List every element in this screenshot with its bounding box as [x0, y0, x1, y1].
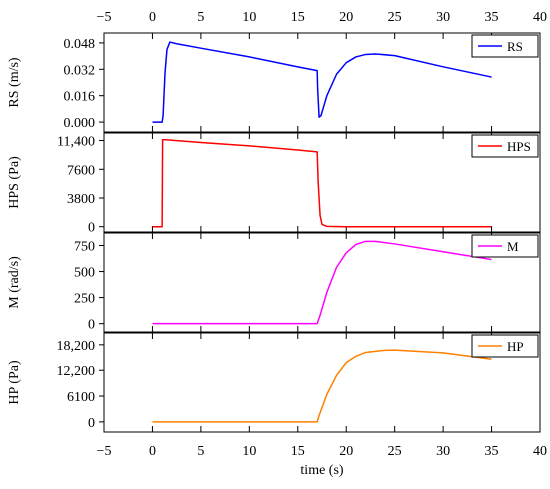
series-line-rs	[152, 41, 492, 123]
y-axis-title: M (rad/s)	[7, 256, 22, 309]
top-x-tick-label: 20	[339, 10, 353, 25]
legend-label: HPS	[507, 139, 531, 154]
bottom-x-tick-label: 30	[436, 444, 450, 459]
bottom-x-tick-label: 5	[197, 444, 204, 459]
legend-box	[471, 134, 539, 158]
y-tick-label: 18,200	[57, 339, 96, 354]
y-axis-title: HPS (Pa)	[7, 156, 22, 209]
top-x-tick-label: 35	[485, 10, 499, 25]
y-tick-label: 3800	[67, 192, 95, 207]
bottom-x-tick-label: 0	[149, 444, 156, 459]
y-tick-label: 11,400	[57, 135, 95, 150]
y-tick-label: 0	[88, 416, 95, 431]
y-tick-label: 500	[74, 266, 95, 281]
bottom-x-tick-label: 20	[339, 444, 353, 459]
panel-hps: 0 3800 7600 11,400 HPS (Pa) HPS	[7, 132, 541, 236]
legend-label: M	[507, 239, 519, 254]
y-tick-label: 0.016	[64, 90, 96, 105]
top-x-tick-label: −5	[97, 10, 112, 25]
y-axis-title: HP (Pa)	[7, 360, 22, 405]
panel-frame	[103, 132, 541, 233]
bottom-x-tick-label: 35	[485, 444, 499, 459]
panel-hp: 0 6100 12,200 18,200 HP (Pa) HP	[7, 332, 541, 433]
bottom-x-tick-label: 25	[388, 444, 402, 459]
y-tick-label: 0.000	[64, 116, 96, 131]
panel-frame	[103, 32, 541, 133]
bottom-x-tick-label: 15	[291, 444, 305, 459]
panel-m: 0 250 500 750 M (rad/s) M	[7, 232, 541, 333]
legend-box	[471, 34, 539, 58]
panel-frame	[103, 232, 541, 333]
legend-label: RS	[507, 39, 523, 54]
y-tick-label: 7600	[67, 163, 95, 178]
legend-box	[471, 334, 539, 358]
series-line-m	[152, 240, 492, 325]
bottom-x-tick-label: −5	[97, 444, 112, 459]
series-line-hp	[152, 349, 492, 423]
y-tick-label: 0	[88, 221, 95, 236]
top-x-tick-label: 30	[436, 10, 450, 25]
series-line-hps	[152, 139, 492, 228]
y-tick-label: 250	[74, 292, 95, 307]
panel-frame	[103, 332, 541, 433]
y-tick-label: 12,200	[57, 364, 96, 379]
y-axis-title: RS (m/s)	[7, 57, 22, 108]
x-axis-title: time (s)	[300, 463, 343, 478]
top-x-tick-label: 10	[242, 10, 256, 25]
panel-rs: 0.000 0.016 0.032 0.048 RS (m/s) RS	[7, 32, 541, 133]
y-tick-label: 0.032	[64, 63, 96, 78]
legend-label: HP	[507, 339, 524, 354]
y-tick-label: 0	[88, 318, 95, 333]
y-tick-label: 0.048	[64, 37, 96, 52]
top-x-tick-label: 0	[149, 10, 156, 25]
top-x-tick-label: 25	[388, 10, 402, 25]
top-x-tick-label: 5	[197, 10, 204, 25]
top-x-tick-label: 15	[291, 10, 305, 25]
legend-box	[471, 234, 539, 258]
top-x-tick-label: 40	[533, 10, 547, 25]
y-tick-label: 750	[74, 240, 95, 255]
bottom-x-tick-label: 10	[242, 444, 256, 459]
y-tick-label: 6100	[67, 390, 95, 405]
bottom-x-tick-label: 40	[533, 444, 547, 459]
